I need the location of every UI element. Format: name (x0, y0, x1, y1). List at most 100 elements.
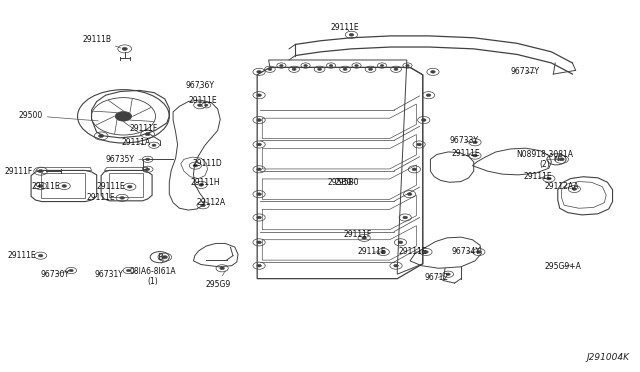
Text: 29111D: 29111D (193, 158, 222, 167)
Circle shape (127, 185, 132, 188)
Circle shape (198, 104, 202, 106)
Text: 96737Y: 96737Y (510, 67, 539, 76)
Circle shape (349, 33, 354, 36)
Circle shape (572, 187, 577, 190)
Circle shape (398, 241, 403, 244)
Circle shape (317, 68, 321, 70)
Circle shape (473, 141, 477, 144)
Circle shape (422, 119, 426, 121)
Text: 29111E: 29111E (87, 193, 122, 202)
Text: 29111E: 29111E (452, 149, 481, 158)
Text: 96731Y: 96731Y (95, 270, 129, 279)
Circle shape (424, 251, 428, 253)
Text: 29111E: 29111E (97, 182, 130, 191)
Circle shape (473, 154, 477, 157)
Circle shape (120, 196, 124, 199)
Circle shape (257, 143, 261, 146)
Text: 29111E: 29111E (358, 247, 386, 256)
Text: 08IA6-8I61A
(1): 08IA6-8I61A (1) (129, 260, 176, 286)
Circle shape (559, 158, 564, 161)
Circle shape (355, 65, 358, 67)
Text: 29111E: 29111E (189, 96, 218, 105)
Circle shape (407, 193, 412, 196)
Circle shape (369, 68, 372, 70)
Text: 29111F: 29111F (4, 167, 38, 176)
Circle shape (122, 47, 127, 50)
Circle shape (127, 269, 131, 272)
Circle shape (152, 144, 156, 147)
Text: 295B0: 295B0 (334, 178, 358, 187)
Circle shape (280, 65, 283, 67)
Circle shape (99, 134, 104, 138)
Text: 29111A: 29111A (122, 138, 151, 147)
Circle shape (163, 256, 168, 259)
Text: 96735Y: 96735Y (106, 155, 145, 164)
Circle shape (193, 164, 198, 167)
Circle shape (220, 267, 225, 270)
Circle shape (257, 71, 261, 73)
Text: 96736Y: 96736Y (186, 81, 214, 90)
Circle shape (394, 264, 398, 267)
Circle shape (257, 241, 261, 244)
Text: 29111E: 29111E (399, 247, 428, 256)
Text: 29111E: 29111E (523, 172, 552, 181)
Text: 29112AA: 29112AA (544, 182, 579, 191)
Text: 29111E: 29111E (331, 23, 360, 32)
Circle shape (38, 254, 43, 257)
Text: 29111H: 29111H (190, 178, 220, 187)
Circle shape (403, 216, 408, 219)
Circle shape (412, 168, 417, 171)
Text: 96734Y: 96734Y (452, 247, 481, 256)
Circle shape (257, 264, 261, 267)
Circle shape (257, 94, 261, 97)
Circle shape (257, 216, 261, 219)
Text: 295G9+A: 295G9+A (545, 262, 581, 271)
Circle shape (38, 170, 44, 173)
Text: 29500: 29500 (19, 111, 99, 121)
Circle shape (268, 68, 272, 70)
Text: 96733Y: 96733Y (450, 136, 479, 145)
Circle shape (257, 193, 261, 196)
Circle shape (292, 68, 296, 70)
Circle shape (115, 112, 132, 121)
Circle shape (394, 68, 398, 70)
Circle shape (417, 143, 421, 146)
Circle shape (477, 251, 481, 253)
Circle shape (205, 104, 208, 106)
Text: 96712: 96712 (425, 273, 449, 282)
Text: 29111E: 29111E (31, 182, 64, 190)
Circle shape (431, 71, 435, 73)
Text: 96730Y: 96730Y (40, 270, 69, 279)
Circle shape (547, 177, 551, 180)
Circle shape (446, 273, 451, 275)
Circle shape (330, 65, 333, 67)
Circle shape (362, 237, 367, 239)
Circle shape (199, 183, 204, 186)
Circle shape (146, 168, 150, 170)
Circle shape (343, 68, 347, 70)
Circle shape (380, 65, 384, 67)
Text: 29111F: 29111F (130, 124, 158, 133)
Circle shape (146, 158, 150, 160)
Circle shape (145, 132, 150, 136)
Text: 29111E: 29111E (7, 251, 40, 260)
Circle shape (69, 269, 73, 272)
Text: 29111B: 29111B (82, 35, 121, 48)
Text: B: B (157, 253, 163, 262)
Circle shape (38, 185, 43, 187)
Text: N08918-3081A
(2): N08918-3081A (2) (516, 150, 573, 169)
Circle shape (406, 65, 409, 67)
Text: N: N (554, 156, 559, 162)
Text: J291004K: J291004K (587, 353, 630, 362)
Circle shape (426, 94, 431, 97)
Text: 29111F: 29111F (344, 230, 372, 240)
Circle shape (201, 204, 205, 206)
Text: 295B0: 295B0 (328, 178, 352, 187)
Circle shape (62, 185, 67, 187)
Circle shape (257, 119, 261, 121)
Text: 295G9: 295G9 (205, 271, 230, 289)
Text: 29112A: 29112A (196, 198, 226, 207)
Circle shape (257, 168, 261, 171)
Circle shape (304, 65, 307, 67)
Circle shape (381, 251, 385, 253)
